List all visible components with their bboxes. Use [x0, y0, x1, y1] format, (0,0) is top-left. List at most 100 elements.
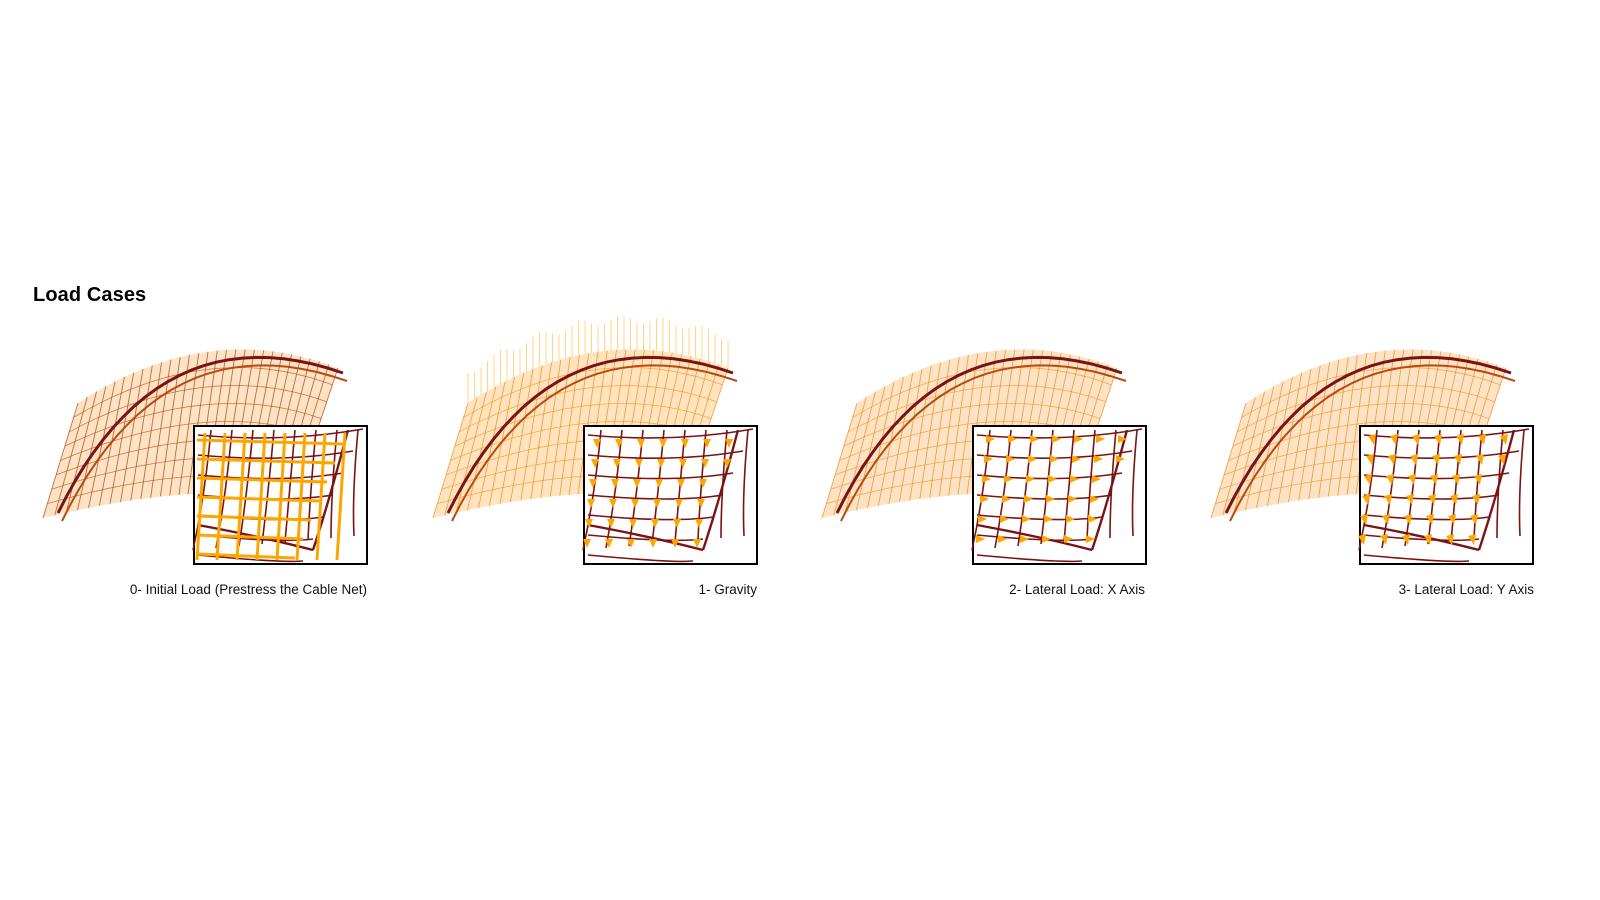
- load-arrow: [701, 459, 709, 468]
- load-arrow: [699, 479, 707, 488]
- load-arrow: [1086, 535, 1095, 543]
- ridge-beam-lower-chord: [451, 364, 738, 522]
- load-arrow: [627, 539, 635, 548]
- inset-net: [1358, 428, 1530, 563]
- prestress-member: [235, 432, 247, 561]
- load-arrow: [984, 455, 993, 463]
- load-arrow: [637, 439, 645, 448]
- mesh-line: [69, 385, 327, 433]
- cable-line: [587, 428, 754, 439]
- cable-line: [587, 554, 694, 563]
- mesh-line: [1232, 403, 1490, 447]
- load-arrow: [671, 539, 679, 548]
- load-arrow: [1072, 455, 1081, 463]
- prestress-member: [196, 552, 296, 560]
- load-arrow: [1044, 515, 1053, 523]
- load-arrow: [1362, 494, 1370, 505]
- cable-line: [1518, 429, 1525, 537]
- ridge-beam: [835, 355, 1123, 514]
- load-arrow: [1064, 535, 1073, 543]
- mesh-line: [843, 403, 1101, 447]
- load-arrow: [976, 535, 985, 543]
- load-arrow: [725, 439, 733, 448]
- cable-line: [994, 429, 1012, 549]
- load-arrow: [673, 519, 681, 528]
- load-arrow: [583, 539, 591, 548]
- load-case-panel-0: [38, 328, 398, 578]
- cable-line: [352, 429, 359, 537]
- cable-line: [1086, 429, 1096, 541]
- load-arrow: [1500, 434, 1508, 445]
- detail-inset: [1358, 425, 1534, 565]
- load-case-panel-2: [817, 328, 1177, 578]
- detail-inset: [192, 425, 368, 565]
- load-arrow: [1000, 515, 1009, 523]
- cable-line: [1363, 514, 1490, 521]
- detail-inset: [971, 425, 1147, 565]
- cable-line: [976, 554, 1083, 563]
- prestress-member: [255, 432, 267, 561]
- load-arrow: [1090, 495, 1099, 503]
- load-arrow: [1426, 514, 1434, 525]
- edge-cable: [1477, 429, 1516, 551]
- load-arrow: [1094, 455, 1103, 463]
- load-arrow: [651, 519, 659, 528]
- load-arrow: [1368, 434, 1376, 445]
- load-arrow: [1048, 475, 1057, 483]
- load-arrow: [1360, 514, 1368, 525]
- load-arrow: [1472, 494, 1480, 505]
- load-arrow: [679, 459, 687, 468]
- load-arrow: [631, 499, 639, 508]
- prestress-member: [315, 432, 327, 561]
- load-arrow: [1454, 454, 1462, 465]
- cable-line: [971, 429, 991, 551]
- cable-line: [1363, 472, 1510, 480]
- load-case-panel-3: [1206, 328, 1566, 578]
- load-arrow: [1474, 474, 1482, 485]
- page-title: Load Cases: [33, 284, 147, 306]
- load-arrow: [1026, 475, 1035, 483]
- ridge-beam-lower-chord: [61, 364, 348, 522]
- load-arrow: [629, 519, 637, 528]
- load-arrow: [1408, 474, 1416, 485]
- load-arrow: [1386, 474, 1394, 485]
- load-arrow: [1006, 455, 1015, 463]
- load-arrow: [1446, 534, 1454, 545]
- load-arrow: [653, 499, 661, 508]
- load-arrow: [1020, 535, 1029, 543]
- mesh-line: [454, 403, 712, 447]
- load-arrow: [1404, 514, 1412, 525]
- cable-line: [197, 554, 304, 563]
- mesh-line: [459, 385, 717, 433]
- load-arrow: [1008, 435, 1017, 443]
- load-arrow: [1388, 454, 1396, 465]
- prestress-member: [196, 495, 320, 503]
- load-arrow: [1452, 474, 1460, 485]
- load-arrow: [1364, 474, 1372, 485]
- load-arrow: [1434, 434, 1442, 445]
- load-arrow: [723, 459, 731, 468]
- cable-line: [1427, 429, 1441, 545]
- load-arrow: [978, 515, 987, 523]
- load-arrow: [591, 459, 599, 468]
- load-arrow: [1088, 515, 1097, 523]
- ridge-beam: [446, 355, 734, 514]
- load-case-caption-1: 1- Gravity: [698, 582, 757, 597]
- load-arrow: [982, 475, 991, 483]
- load-arrow: [1456, 434, 1464, 445]
- cable-line: [238, 429, 254, 547]
- cable-line: [1450, 429, 1462, 543]
- load-arrow: [1390, 434, 1398, 445]
- load-arrow: [1074, 435, 1083, 443]
- load-arrow: [1046, 495, 1055, 503]
- ridge-beam: [1224, 355, 1512, 514]
- load-arrow: [703, 439, 711, 448]
- load-arrow: [986, 435, 995, 443]
- load-arrow: [1070, 475, 1079, 483]
- cable-line: [197, 472, 344, 480]
- load-arrow: [1118, 435, 1127, 443]
- edge-cable: [1090, 429, 1129, 551]
- load-arrow: [1096, 435, 1105, 443]
- cable-line: [1473, 429, 1483, 541]
- cable-line: [976, 450, 1133, 459]
